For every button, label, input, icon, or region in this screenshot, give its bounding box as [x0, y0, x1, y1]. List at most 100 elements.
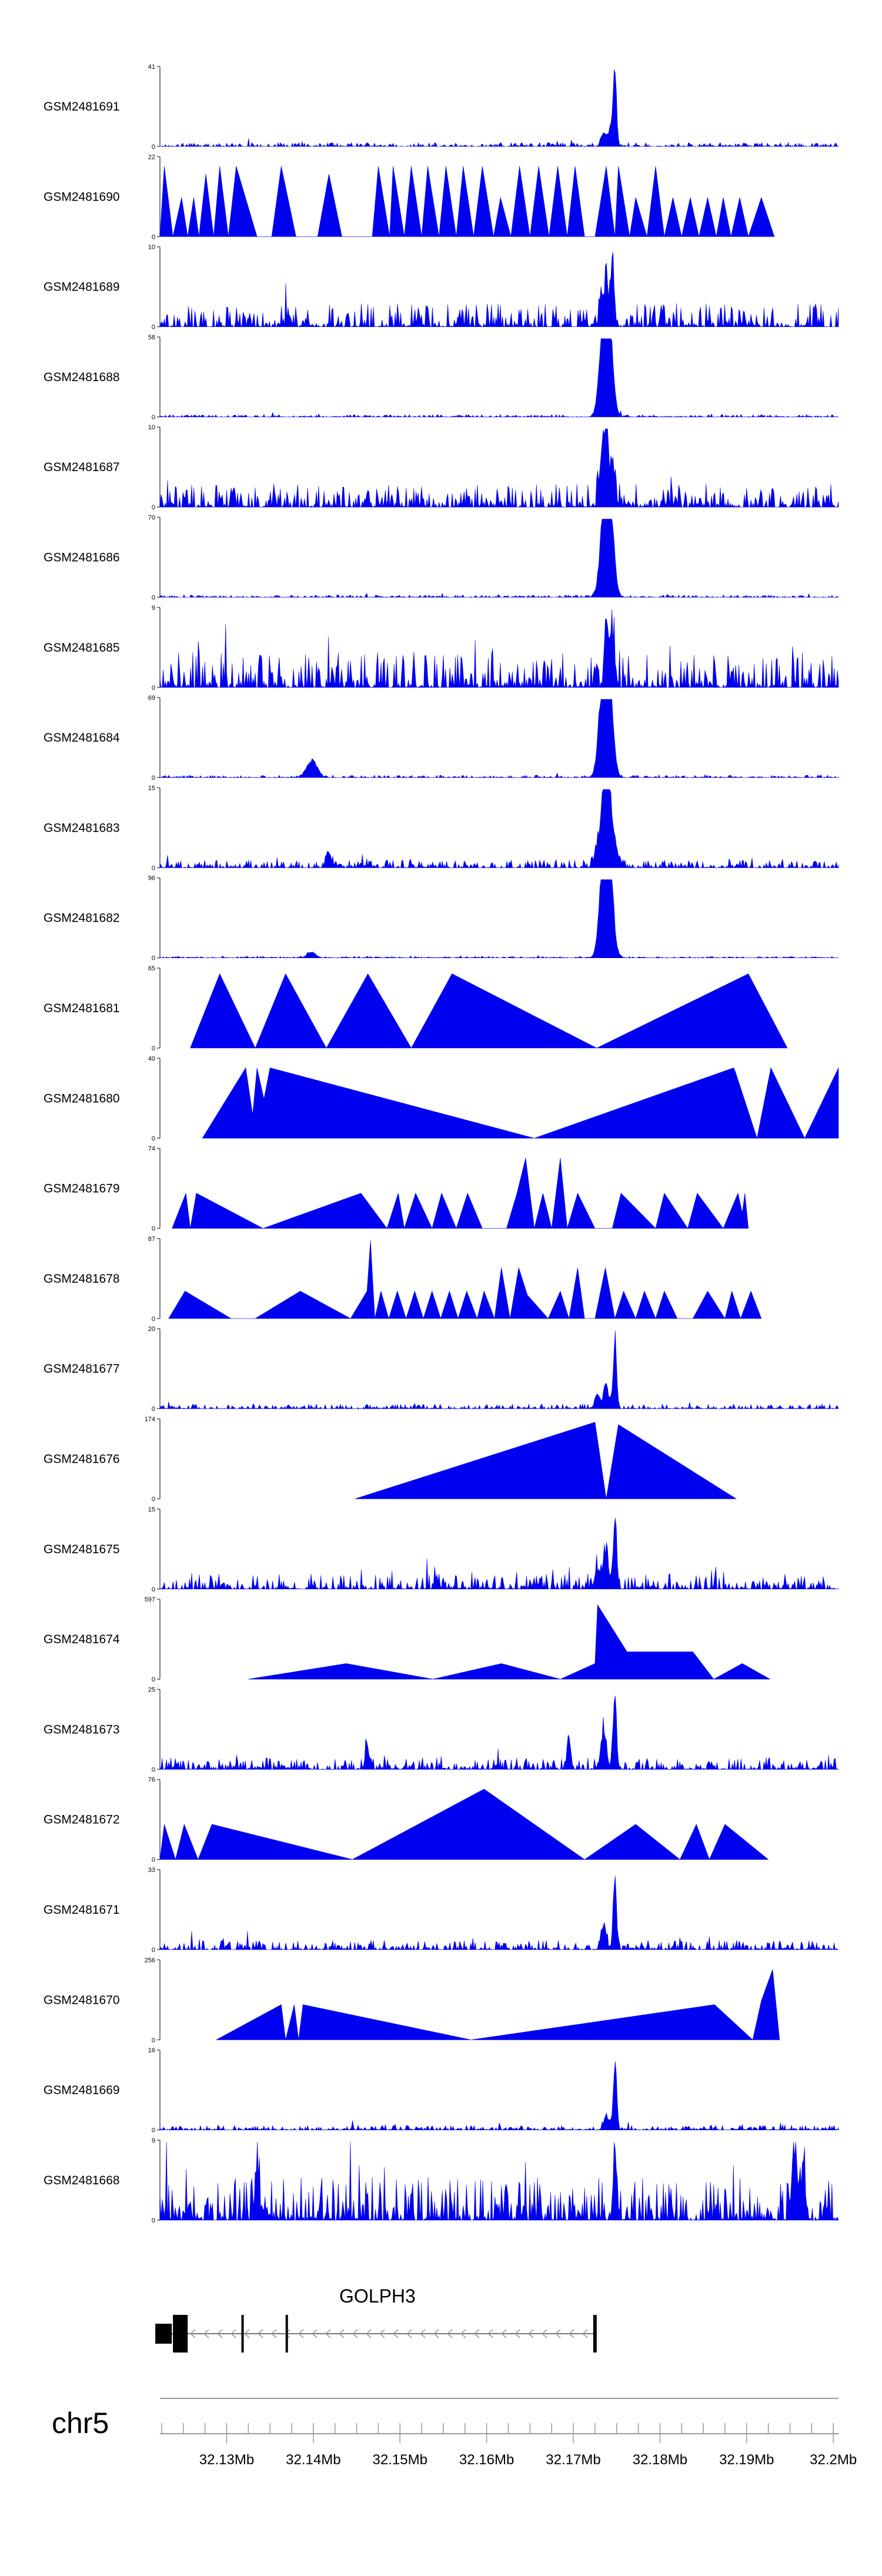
- track-label: GSM2481687: [44, 461, 120, 474]
- coverage-area: [159, 879, 839, 959]
- y-max-label: 9: [152, 605, 155, 612]
- track-GSM2481669: GSM2481669 16 0: [44, 2047, 839, 2134]
- y-zero-label: 0: [152, 1947, 155, 1954]
- coverage-area: [216, 1969, 780, 2040]
- track-GSM2481680: GSM2481680 40 0: [44, 1055, 839, 1142]
- y-max-label: 96: [148, 875, 155, 882]
- y-max-label: 15: [148, 785, 155, 792]
- y-zero-label: 0: [152, 1406, 155, 1413]
- exon: [241, 2315, 244, 2353]
- y-max-label: 65: [148, 965, 155, 972]
- axis-ticks: 32.13Mb 32.14Mb 32.15Mb 32.16Mb 32.17Mb 32.18…: [161, 2423, 857, 2468]
- strand-arrow: [514, 2329, 520, 2338]
- track-label: GSM2481685: [44, 641, 120, 655]
- strand-arrow: [189, 2329, 196, 2338]
- track-GSM2481679: GSM2481679 74 0: [44, 1146, 749, 1233]
- axis-tick-label: 32.14Mb: [286, 2452, 340, 2468]
- coverage-area: [168, 1240, 762, 1319]
- strand-arrow: [216, 2329, 223, 2338]
- track-label: GSM2481690: [44, 190, 120, 203]
- track-GSM2481673: GSM2481673 25 0: [44, 1686, 839, 1773]
- strand-arrow: [487, 2329, 493, 2338]
- y-zero-label: 0: [152, 1496, 155, 1503]
- coverage-area: [248, 1604, 771, 1680]
- y-max-label: 74: [148, 1146, 155, 1153]
- exon: [285, 2315, 288, 2353]
- y-zero-label: 0: [152, 324, 155, 331]
- track-GSM2481674: GSM2481674 597 0: [44, 1596, 771, 1683]
- coverage-area: [159, 519, 839, 598]
- track-label: GSM2481671: [44, 1903, 120, 1917]
- strand-arrow: [203, 2329, 209, 2338]
- track-label: GSM2481681: [44, 1002, 120, 1015]
- track-label: GSM2481669: [44, 2084, 120, 2097]
- strand-arrow: [325, 2329, 331, 2338]
- coverage-area: [159, 166, 775, 238]
- track-GSM2481686: GSM2481686 70 0: [44, 515, 839, 602]
- y-max-label: 87: [148, 1236, 155, 1243]
- coverage-tracks: GSM2481691410GSM2481690220GSM2481689100G…: [44, 64, 839, 2224]
- strand-arrow: [419, 2329, 426, 2338]
- y-max-label: 9: [152, 2137, 155, 2144]
- strand-arrow: [433, 2329, 439, 2338]
- coverage-area: [159, 1696, 839, 1770]
- track-GSM2481683: GSM2481683 15 0: [44, 785, 839, 872]
- exon: [173, 2315, 188, 2353]
- strand-arrow: [284, 2329, 290, 2338]
- y-max-label: 10: [148, 244, 155, 251]
- y-max-label: 41: [148, 64, 155, 71]
- strand-arrows: [189, 2329, 588, 2338]
- y-max-label: 10: [148, 424, 155, 431]
- track-label: GSM2481686: [44, 551, 120, 565]
- y-max-label: 16: [148, 2047, 155, 2054]
- y-max-label: 22: [148, 154, 155, 161]
- track-GSM2481690: GSM2481690 22 0: [44, 154, 775, 241]
- y-zero-label: 0: [152, 865, 155, 872]
- strand-arrow: [568, 2329, 574, 2338]
- axis-tick-label: 32.18Mb: [633, 2452, 687, 2468]
- track-label: GSM2481670: [44, 1993, 120, 2007]
- axis-tick-label: 32.17Mb: [546, 2452, 600, 2468]
- y-zero-label: 0: [152, 2037, 155, 2044]
- track-label: GSM2481678: [44, 1272, 120, 1286]
- track-GSM2481681: GSM2481681 65 0: [44, 965, 788, 1052]
- axis-tick-label: 32.2Mb: [810, 2452, 857, 2468]
- track-label: GSM2481677: [44, 1362, 120, 1376]
- y-zero-label: 0: [152, 685, 155, 692]
- y-zero-label: 0: [152, 775, 155, 782]
- track-label: GSM2481689: [44, 281, 120, 294]
- exon: [593, 2315, 597, 2353]
- y-zero-label: 0: [152, 2127, 155, 2134]
- y-max-label: 15: [148, 1506, 155, 1513]
- strand-arrow: [582, 2329, 588, 2338]
- chromosome-label: chr5: [52, 2407, 109, 2440]
- axis-tick-label: 32.15Mb: [373, 2452, 427, 2468]
- track-GSM2481688: GSM2481688 58 0: [44, 334, 839, 421]
- coverage-area: [159, 1788, 769, 1860]
- coverage-area: [159, 1517, 839, 1590]
- strand-arrow: [338, 2329, 345, 2338]
- genome-axis: chr5 32.13Mb 32.14Mb 32.15Mb 32.16Mb 32.17Mb…: [52, 2398, 857, 2468]
- coverage-area: [159, 428, 839, 508]
- coverage-area: [355, 1422, 737, 1499]
- strand-arrow: [257, 2329, 263, 2338]
- track-GSM2481671: GSM2481671 33 0: [44, 1867, 839, 1954]
- y-zero-label: 0: [152, 1226, 155, 1233]
- track-GSM2481678: GSM2481678 87 0: [44, 1236, 762, 1323]
- track-GSM2481672: GSM2481672 76 0: [44, 1777, 769, 1864]
- track-GSM2481689: GSM2481689 10 0: [44, 244, 839, 331]
- strand-arrow: [243, 2329, 250, 2338]
- strand-arrow: [541, 2329, 547, 2338]
- strand-arrow: [406, 2329, 412, 2338]
- track-label: GSM2481672: [44, 1813, 120, 1827]
- coverage-area: [159, 1876, 839, 1951]
- track-GSM2481677: GSM2481677 20 0: [44, 1326, 839, 1413]
- y-zero-label: 0: [152, 595, 155, 602]
- track-GSM2481676: GSM2481676 174 0: [44, 1416, 737, 1503]
- gene-exons: [155, 2315, 597, 2353]
- coverage-area: [159, 2141, 839, 2221]
- coverage-area: [202, 1067, 839, 1139]
- track-GSM2481675: GSM2481675 15 0: [44, 1506, 839, 1593]
- y-max-label: 597: [145, 1596, 155, 1603]
